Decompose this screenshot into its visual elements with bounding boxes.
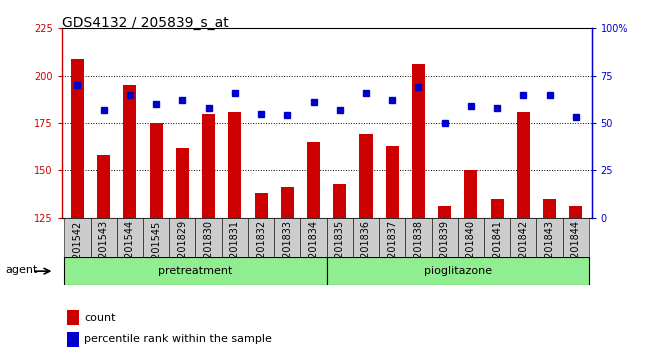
Bar <box>97 155 110 354</box>
Text: GSM201832: GSM201832 <box>256 220 266 279</box>
Bar <box>64 218 90 257</box>
Text: GSM201844: GSM201844 <box>571 220 580 279</box>
Text: GSM201840: GSM201840 <box>466 220 476 279</box>
Bar <box>248 218 274 257</box>
Bar <box>491 199 504 354</box>
Text: agent: agent <box>5 265 37 275</box>
Text: pioglitazone: pioglitazone <box>424 266 492 276</box>
Bar <box>438 206 451 354</box>
Bar <box>196 218 222 257</box>
Bar <box>64 257 326 285</box>
Text: GSM201833: GSM201833 <box>282 220 293 279</box>
Bar <box>379 218 406 257</box>
Bar <box>71 59 84 354</box>
Bar <box>67 332 79 347</box>
Bar <box>117 218 143 257</box>
Bar <box>536 218 563 257</box>
Text: GSM201838: GSM201838 <box>413 220 423 279</box>
Bar <box>67 310 79 325</box>
Bar <box>333 184 346 354</box>
Bar <box>432 218 458 257</box>
Bar <box>90 218 117 257</box>
Text: GSM201831: GSM201831 <box>230 220 240 279</box>
Bar <box>176 148 189 354</box>
Bar <box>569 206 582 354</box>
Text: GSM201839: GSM201839 <box>439 220 450 279</box>
Bar <box>458 218 484 257</box>
Text: GSM201842: GSM201842 <box>518 220 528 279</box>
Bar <box>412 64 425 354</box>
Bar <box>510 218 536 257</box>
Bar <box>150 123 162 354</box>
Bar <box>281 187 294 354</box>
Text: GSM201545: GSM201545 <box>151 220 161 280</box>
Bar <box>143 218 169 257</box>
Bar <box>307 142 320 354</box>
Bar <box>124 85 136 354</box>
Text: GSM201835: GSM201835 <box>335 220 344 279</box>
Bar <box>359 135 372 354</box>
Bar <box>202 114 215 354</box>
Bar <box>543 199 556 354</box>
Bar <box>222 218 248 257</box>
Text: GSM201841: GSM201841 <box>492 220 502 279</box>
Bar <box>464 170 477 354</box>
Text: GSM201829: GSM201829 <box>177 220 187 279</box>
Text: GSM201834: GSM201834 <box>309 220 318 279</box>
Bar <box>484 218 510 257</box>
Text: count: count <box>84 313 116 323</box>
Bar <box>326 257 589 285</box>
Bar <box>563 218 589 257</box>
Bar <box>517 112 530 354</box>
Bar <box>300 218 326 257</box>
Bar <box>326 218 353 257</box>
Bar <box>385 146 398 354</box>
Text: percentile rank within the sample: percentile rank within the sample <box>84 335 272 344</box>
Bar <box>228 112 241 354</box>
Bar <box>353 218 379 257</box>
Text: GSM201837: GSM201837 <box>387 220 397 279</box>
Bar <box>406 218 432 257</box>
Text: GDS4132 / 205839_s_at: GDS4132 / 205839_s_at <box>62 16 229 30</box>
Text: GSM201830: GSM201830 <box>203 220 214 279</box>
Text: GSM201542: GSM201542 <box>73 220 83 280</box>
Bar <box>255 193 268 354</box>
Text: pretreatment: pretreatment <box>159 266 233 276</box>
Text: GSM201543: GSM201543 <box>99 220 109 279</box>
Bar <box>169 218 196 257</box>
Text: GSM201836: GSM201836 <box>361 220 371 279</box>
Text: GSM201544: GSM201544 <box>125 220 135 279</box>
Bar <box>274 218 300 257</box>
Text: GSM201843: GSM201843 <box>545 220 554 279</box>
